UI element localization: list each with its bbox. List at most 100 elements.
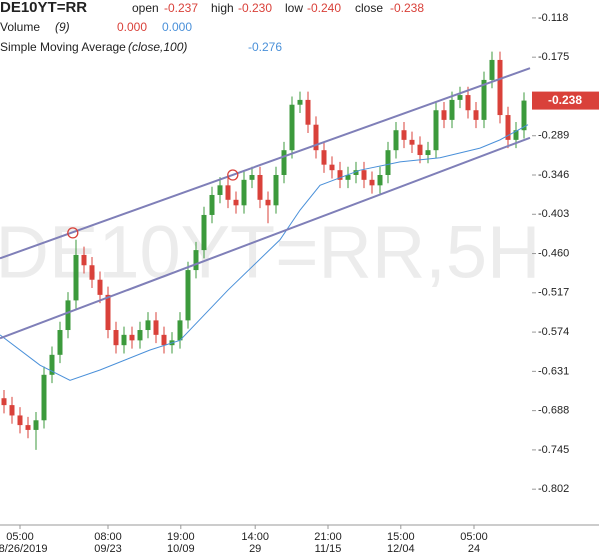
candle-body (281, 150, 287, 175)
x-tick-label: 14:00 (241, 531, 269, 543)
candle-body (209, 194, 215, 215)
legend-label: low (285, 1, 303, 15)
candle-body (241, 179, 247, 206)
candle-body (105, 294, 111, 331)
x-tick-label: 05:00 (460, 531, 488, 543)
plot (0, 17, 599, 529)
y-tick-label: -0.118 (538, 12, 568, 24)
candle-body (97, 279, 103, 295)
candle-body (345, 175, 351, 180)
y-tick-label: -0.346 (538, 169, 569, 181)
sma-line (0, 124, 529, 381)
legend-label: open (132, 1, 159, 15)
y-tick-label: -0.517 (538, 287, 569, 299)
candle-body (9, 405, 15, 416)
candle-body (161, 334, 167, 346)
candle-body (513, 130, 519, 140)
candle-body (401, 130, 407, 140)
candle-body (385, 150, 391, 175)
candle-body (185, 270, 191, 321)
candle-body (297, 99, 303, 105)
legend-param: (close,100) (128, 40, 187, 54)
legend-value: -0.230 (238, 1, 272, 15)
y-tick-label: -0.802 (538, 483, 569, 495)
candle-body (33, 420, 39, 430)
candle-body (121, 334, 127, 346)
candle-body (265, 199, 271, 206)
y-tick-label: -0.631 (538, 365, 569, 377)
candle-body (145, 320, 151, 331)
candle-body (505, 115, 511, 140)
x-tick-sublabel: 11/15 (315, 543, 342, 555)
x-tick-label: 15:00 (387, 531, 415, 543)
candle-body (1, 398, 7, 406)
candle-body (369, 179, 375, 186)
candle-body (409, 139, 415, 145)
candle-body (329, 164, 335, 171)
candle-body (521, 100, 527, 131)
last-price-box (532, 91, 599, 110)
x-tick-sublabel: 08/26/2019 (0, 543, 48, 555)
trend-line (0, 67, 531, 260)
candle-body (153, 320, 159, 335)
candle-body (361, 170, 367, 180)
candle-body (441, 110, 447, 120)
candle-body (225, 185, 231, 200)
candle-body (273, 175, 279, 206)
candle-body (433, 110, 439, 151)
legend-value: -0.240 (307, 1, 341, 15)
candle-body (353, 170, 359, 175)
candle-body (305, 99, 311, 125)
marker (227, 169, 239, 181)
candle-body (137, 330, 143, 341)
candle-body (465, 95, 471, 111)
candle-body (17, 415, 23, 426)
candle-body (57, 330, 63, 355)
candle-body (81, 254, 87, 266)
candle-body (129, 334, 135, 341)
y-tick-label: -0.175 (538, 51, 569, 63)
candle-body (289, 104, 295, 151)
candle-body (425, 150, 431, 156)
candle-body (473, 110, 479, 120)
legend-param: (9) (55, 20, 70, 34)
legend-label: high (211, 1, 234, 15)
candle-body (417, 144, 423, 156)
legend-label: Volume (0, 20, 40, 34)
x-tick-label: 21:00 (314, 531, 342, 543)
candle-body (65, 300, 71, 331)
candle-body (489, 59, 495, 80)
candle-body (321, 150, 327, 165)
legend-value: -0.276 (248, 40, 282, 54)
x-tick-label: 08:00 (94, 531, 122, 543)
legend-value: 0.000 (117, 20, 147, 34)
candle-body (393, 130, 399, 151)
y-tick-label: -0.574 (538, 326, 569, 338)
y-tick-label: -0.403 (538, 208, 569, 220)
legend-value: -0.237 (164, 1, 198, 15)
x-tick-sublabel: 29 (249, 543, 261, 555)
candle-body (201, 214, 207, 251)
candle-body (49, 354, 55, 375)
y-tick-label: -0.289 (538, 130, 569, 142)
candle-body (337, 170, 343, 180)
candle-body (497, 59, 503, 116)
chart-title: DE10YT=RR (0, 0, 87, 16)
legend-value: 0.000 (162, 20, 192, 34)
x-tick-sublabel: 12/04 (387, 543, 415, 555)
x-tick-sublabel: 10/09 (167, 543, 195, 555)
candle-body (233, 199, 239, 206)
candle-body (41, 374, 47, 421)
legend-label: Simple Moving Average (0, 40, 126, 54)
legend-value: -0.238 (390, 1, 424, 15)
candle-body (449, 99, 455, 120)
x-tick-sublabel: 24 (468, 543, 480, 555)
y-tick-label: -0.460 (538, 247, 569, 259)
candle-body (177, 320, 183, 341)
candle-body (73, 254, 79, 301)
trend-line (0, 136, 531, 340)
x-tick-label: 19:00 (167, 531, 195, 543)
candle-body (113, 330, 119, 346)
candle-body (377, 175, 383, 186)
